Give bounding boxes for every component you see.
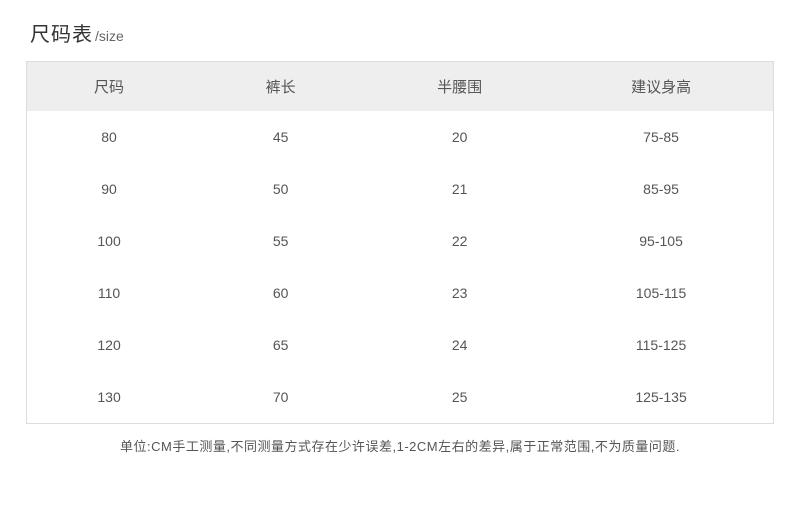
cell-height: 115-125 <box>549 319 773 371</box>
col-size: 尺码 <box>27 62 191 111</box>
footnote: 单位:CM手工测量,不同测量方式存在少许误差,1-2CM左右的差异,属于正常范围… <box>26 424 774 455</box>
cell-size: 110 <box>27 267 191 319</box>
title-en: /size <box>95 28 124 44</box>
cell-waist: 21 <box>370 163 549 215</box>
cell-size: 120 <box>27 319 191 371</box>
table-row: 100 55 22 95-105 <box>27 215 773 267</box>
cell-waist: 24 <box>370 319 549 371</box>
cell-waist: 22 <box>370 215 549 267</box>
cell-waist: 20 <box>370 111 549 163</box>
table-row: 90 50 21 85-95 <box>27 163 773 215</box>
cell-size: 80 <box>27 111 191 163</box>
title-row: 尺码表 /size <box>26 18 774 47</box>
cell-height: 105-115 <box>549 267 773 319</box>
size-table: 尺码 裤长 半腰围 建议身高 80 45 20 75-85 90 50 21 8… <box>26 61 774 424</box>
title-cn: 尺码表 <box>30 18 93 47</box>
table-row: 110 60 23 105-115 <box>27 267 773 319</box>
col-length: 裤长 <box>191 62 370 111</box>
cell-size: 90 <box>27 163 191 215</box>
table-row: 120 65 24 115-125 <box>27 319 773 371</box>
cell-size: 130 <box>27 371 191 423</box>
table-header-row: 尺码 裤长 半腰围 建议身高 <box>27 62 773 111</box>
cell-length: 50 <box>191 163 370 215</box>
cell-height: 95-105 <box>549 215 773 267</box>
cell-length: 45 <box>191 111 370 163</box>
cell-height: 125-135 <box>549 371 773 423</box>
cell-length: 55 <box>191 215 370 267</box>
col-waist: 半腰围 <box>370 62 549 111</box>
cell-length: 65 <box>191 319 370 371</box>
cell-size: 100 <box>27 215 191 267</box>
table-row: 130 70 25 125-135 <box>27 371 773 423</box>
cell-height: 75-85 <box>549 111 773 163</box>
cell-length: 70 <box>191 371 370 423</box>
table-row: 80 45 20 75-85 <box>27 111 773 163</box>
col-height: 建议身高 <box>549 62 773 111</box>
cell-length: 60 <box>191 267 370 319</box>
cell-waist: 25 <box>370 371 549 423</box>
cell-height: 85-95 <box>549 163 773 215</box>
cell-waist: 23 <box>370 267 549 319</box>
